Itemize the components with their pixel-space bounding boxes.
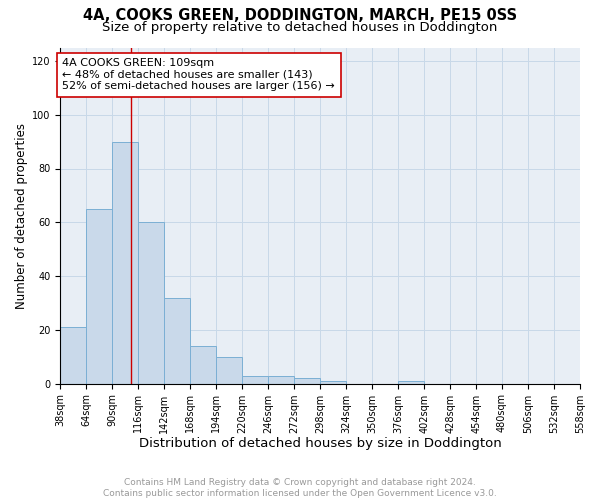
Bar (190, 346, 216, 384)
Text: 4A, COOKS GREEN, DODDINGTON, MARCH, PE15 0SS: 4A, COOKS GREEN, DODDINGTON, MARCH, PE15… (83, 8, 517, 22)
Bar (112, 142, 139, 384)
Bar (242, 376, 268, 384)
Bar (216, 356, 242, 384)
X-axis label: Distribution of detached houses by size in Doddington: Distribution of detached houses by size … (139, 437, 502, 450)
Bar (61, 327, 86, 384)
Bar (86, 209, 112, 384)
Bar (268, 376, 294, 384)
Bar (398, 381, 424, 384)
Bar (139, 222, 164, 384)
Bar (164, 298, 190, 384)
Bar (294, 378, 320, 384)
Text: Contains HM Land Registry data © Crown copyright and database right 2024.
Contai: Contains HM Land Registry data © Crown c… (103, 478, 497, 498)
Y-axis label: Number of detached properties: Number of detached properties (15, 122, 28, 308)
Text: Size of property relative to detached houses in Doddington: Size of property relative to detached ho… (103, 21, 497, 34)
Bar (320, 381, 346, 384)
Text: 4A COOKS GREEN: 109sqm
← 48% of detached houses are smaller (143)
52% of semi-de: 4A COOKS GREEN: 109sqm ← 48% of detached… (62, 58, 335, 92)
